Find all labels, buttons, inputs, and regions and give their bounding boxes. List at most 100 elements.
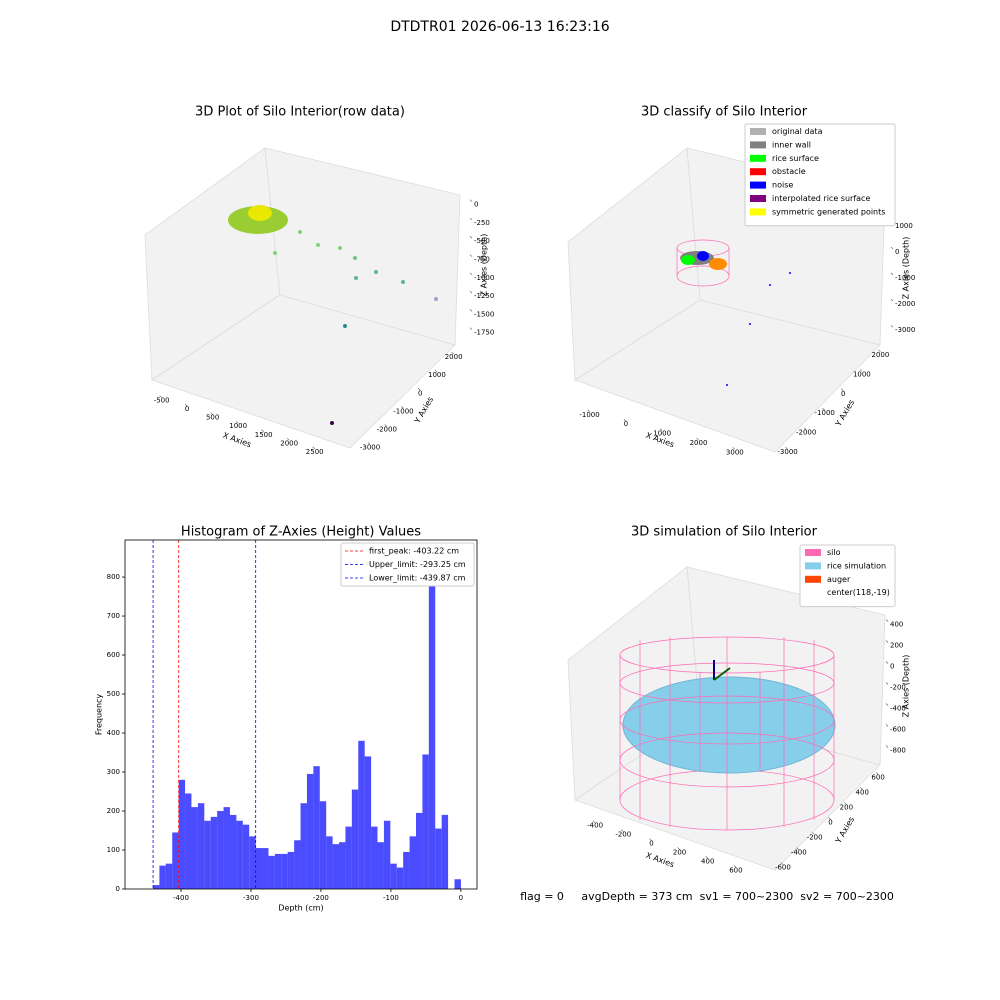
- tick-mark: [469, 290, 473, 294]
- legend-swatch: [805, 562, 821, 570]
- x-tick-label: -1000: [579, 411, 599, 419]
- y-tick-label: 500: [107, 690, 120, 698]
- x-tick-label: 1000: [229, 422, 247, 430]
- legend-label: Upper_limit: -293.25 cm: [369, 560, 466, 569]
- bar: [351, 789, 359, 889]
- x-tick-label: -400: [587, 822, 603, 830]
- bar: [332, 844, 340, 889]
- tick-mark: [434, 369, 438, 373]
- x-tick-label: 400: [701, 857, 714, 865]
- y-tick-label: 2000: [445, 353, 463, 361]
- tick-mark: [885, 619, 889, 622]
- interpolated: [709, 258, 727, 270]
- bar: [441, 814, 449, 889]
- tick-mark: [780, 862, 784, 865]
- x-tick-label: -200: [313, 894, 329, 902]
- z-tick-label: -1000: [895, 274, 915, 282]
- z-tick-label: -1750: [474, 329, 494, 337]
- tick-mark: [859, 369, 863, 372]
- z-tick-label: 400: [890, 621, 903, 629]
- point: [354, 276, 358, 280]
- tick-mark: [890, 246, 894, 250]
- point: [749, 323, 751, 325]
- bar: [165, 863, 173, 889]
- tick-mark: [812, 832, 815, 835]
- y-tick-label: -3000: [777, 448, 797, 456]
- x-tick-label: 0: [649, 840, 653, 848]
- x-tick-label: 0: [624, 420, 628, 428]
- y-axis-label: Y Axies: [412, 395, 435, 425]
- legend-swatch: [750, 154, 766, 162]
- simulation: [619, 636, 836, 831]
- bar: [178, 779, 186, 889]
- tick-mark: [696, 437, 699, 441]
- tick-mark: [890, 298, 894, 302]
- y-tick-label: -2000: [377, 425, 397, 433]
- rice-peak: [248, 205, 272, 221]
- point: [353, 256, 357, 260]
- tick-mark: [469, 327, 473, 330]
- bar: [319, 801, 327, 889]
- pane: [574, 299, 881, 453]
- z-tick-label: -250: [474, 219, 490, 227]
- point: [769, 284, 771, 286]
- tick-mark: [733, 865, 737, 868]
- z-tick-label: -750: [474, 256, 490, 264]
- tick-mark: [261, 429, 264, 432]
- auger-axis: [713, 667, 731, 681]
- tick-mark: [384, 424, 387, 427]
- tick-mark: [469, 272, 473, 276]
- bar: [210, 816, 218, 889]
- bar: [428, 545, 436, 889]
- z-tick-label: 200: [890, 642, 903, 650]
- bar: [217, 811, 224, 889]
- tick-mark: [885, 640, 889, 643]
- bar: [294, 840, 301, 889]
- y-tick-label: 0: [418, 389, 422, 397]
- bar: [358, 740, 365, 889]
- legend-label: rice simulation: [827, 561, 886, 570]
- tick-mark: [841, 388, 844, 391]
- point: [789, 272, 791, 274]
- y-axis-label: Y Axies: [833, 815, 856, 845]
- tick-mark: [885, 661, 889, 664]
- legend-swatch: [750, 195, 766, 202]
- status-footer: flag = 0 avgDepth = 373 cm sv1 = 700~230…: [520, 890, 894, 903]
- point: [330, 421, 334, 425]
- y-tick-label: 0: [841, 390, 845, 398]
- tick-mark: [705, 856, 708, 859]
- tick-mark: [885, 703, 889, 706]
- tick-mark: [592, 820, 596, 823]
- legend-label: auger: [827, 575, 851, 584]
- y-tick-label: 1000: [428, 371, 446, 379]
- tick-mark: [159, 395, 162, 398]
- y-tick-label: 0: [116, 885, 120, 893]
- legend-label: silo: [827, 548, 841, 557]
- tick-mark: [235, 421, 239, 424]
- legend-label: rice surface: [772, 154, 819, 163]
- tick-mark: [417, 388, 421, 391]
- z-tick-label: 1000: [895, 222, 913, 230]
- x-axis-label: X Axies: [645, 851, 676, 870]
- tick-mark: [828, 817, 831, 820]
- tick-mark: [469, 254, 473, 257]
- x-tick-label: 1500: [255, 431, 273, 439]
- bar: [415, 812, 423, 889]
- tick-mark: [286, 438, 290, 441]
- bar: [223, 807, 230, 889]
- bar: [326, 836, 333, 889]
- legend-box: [744, 123, 896, 227]
- bar: [403, 851, 410, 889]
- z-tick-label: -1000: [474, 274, 494, 282]
- z-tick-label: -3000: [895, 326, 915, 334]
- bar: [345, 826, 352, 889]
- legend-swatch: [750, 181, 766, 189]
- tick-mark: [621, 829, 624, 832]
- rice-surface: [681, 255, 695, 265]
- y-tick-label: 800: [107, 573, 120, 581]
- point: [401, 280, 405, 284]
- x-tick-label: 1000: [653, 430, 671, 438]
- x-tick-label: -100: [383, 894, 399, 902]
- legend-label: Lower_limit: -439.87 cm: [369, 574, 466, 583]
- legend-label: inner wall: [772, 140, 811, 149]
